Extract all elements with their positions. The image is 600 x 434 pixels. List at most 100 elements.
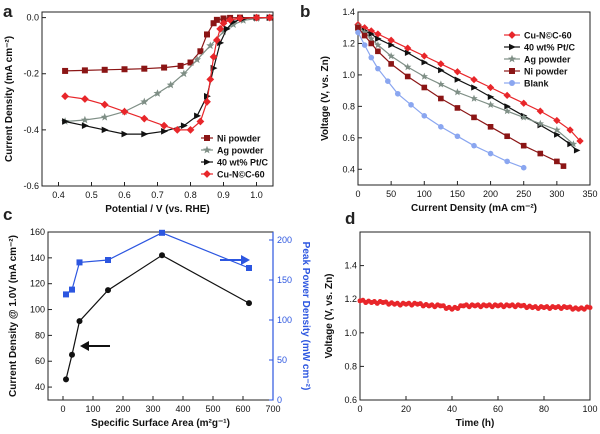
data-point — [421, 84, 428, 91]
data-point — [504, 133, 510, 140]
y-right-tick-label: 0 — [277, 395, 282, 405]
data-point — [186, 125, 195, 134]
y-tick-label: 0.6 — [342, 133, 355, 143]
x-axis-label: Time (h) — [456, 418, 495, 429]
data-point — [438, 67, 445, 74]
data-point — [210, 20, 217, 27]
legend-label: Ag powder — [524, 55, 571, 65]
data-point — [470, 94, 478, 102]
legend-label: Cu-N©C-60 — [524, 31, 572, 41]
x-tick-label: 0 — [355, 189, 360, 199]
data-point — [385, 78, 391, 84]
data-point — [554, 131, 561, 138]
y-tick-label: 1.2 — [344, 294, 357, 304]
data-point — [179, 69, 188, 78]
data-point — [361, 32, 368, 39]
x-tick-label: 300 — [145, 404, 160, 414]
y-right-tick-label: 150 — [277, 275, 292, 285]
arrow-left-axis — [80, 341, 110, 351]
data-point — [573, 147, 581, 154]
x-tick-label: 100 — [582, 404, 597, 414]
x-tick-label: 350 — [582, 189, 597, 199]
x-tick-label: 0.4 — [52, 190, 65, 200]
legend-label: Cu-N©C-60 — [217, 170, 265, 180]
data-point — [387, 52, 395, 60]
data-point — [458, 303, 464, 309]
data-point — [246, 265, 252, 271]
data-point — [420, 52, 428, 60]
data-point — [120, 107, 129, 116]
panel-d-chart: 0 20 40 60 80 100 0.6 0.8 1.0 1.2 1.4 Time (h) Volta… — [324, 231, 598, 429]
x-tick-label: 400 — [175, 404, 190, 414]
data-point — [471, 114, 477, 121]
panel-label-c: c — [3, 205, 12, 224]
legend-label: 40 wt% Pt/C — [524, 43, 576, 53]
data-point — [76, 318, 83, 325]
x-axis-label: Current Density (mA cm⁻²) — [411, 203, 537, 214]
data-point — [481, 302, 487, 308]
data-point — [423, 301, 429, 307]
legend-marker — [204, 158, 211, 166]
data-point — [206, 75, 215, 84]
data-point — [527, 303, 533, 309]
legend-marker — [204, 135, 210, 141]
data-point — [69, 351, 75, 358]
data-point — [246, 300, 252, 307]
data-point — [140, 114, 149, 123]
data-point — [437, 60, 445, 68]
data-point — [408, 101, 414, 108]
series-line-0 — [65, 17, 270, 72]
data-point — [161, 64, 168, 71]
y-tick-label: 120 — [30, 279, 45, 289]
series-line-2 — [357, 25, 574, 145]
panel-b-chart: 0 50 100 150 200 250 300 350 0.4 0.6 0.8 1.0 1.2 1.4 C… — [320, 7, 598, 214]
y-tick-label: 40 — [35, 382, 45, 392]
legend-marker — [508, 31, 516, 39]
data-point — [63, 376, 69, 383]
data-point — [194, 112, 201, 120]
x-tick-label: 200 — [483, 189, 498, 199]
data-point — [265, 13, 274, 22]
x-tick-label: 100 — [85, 404, 100, 414]
data-point — [101, 66, 108, 73]
x-tick-label: 50 — [386, 189, 396, 199]
series-line-0 — [65, 254, 250, 380]
y-axis-label: Voltage (V, vs. Zn) — [324, 273, 335, 358]
data-point — [404, 73, 411, 80]
panel-label-a: a — [3, 2, 13, 21]
y-tick-label: 0.6 — [344, 395, 357, 405]
x-tick-label: 200 — [115, 404, 130, 414]
y-tick-label: 0.8 — [344, 361, 357, 371]
data-point — [453, 88, 462, 96]
data-point — [404, 49, 412, 56]
data-point — [438, 124, 444, 130]
data-point — [361, 42, 368, 48]
data-point — [204, 31, 210, 38]
y-tick-label: 1.4 — [342, 7, 355, 17]
data-point — [229, 20, 238, 28]
y-right-tick-label: 200 — [277, 235, 292, 245]
x-tick-label: 40 — [447, 404, 457, 414]
data-point — [404, 44, 412, 52]
data-point — [367, 34, 375, 42]
data-point — [76, 259, 83, 266]
series-line-2 — [64, 17, 270, 135]
x-tick-label: 0 — [60, 404, 65, 414]
data-point — [153, 89, 162, 97]
data-point — [355, 29, 361, 36]
data-point — [504, 158, 510, 165]
data-point — [368, 30, 375, 38]
legend-marker — [203, 145, 211, 154]
data-point — [161, 127, 168, 135]
data-point — [177, 62, 184, 69]
data-point — [159, 229, 165, 236]
data-point — [213, 36, 221, 44]
data-point — [487, 150, 494, 157]
data-point — [536, 119, 544, 127]
data-point — [388, 41, 395, 49]
data-point — [584, 304, 590, 310]
data-point — [62, 118, 69, 125]
data-point — [520, 113, 528, 121]
data-point — [387, 36, 395, 44]
